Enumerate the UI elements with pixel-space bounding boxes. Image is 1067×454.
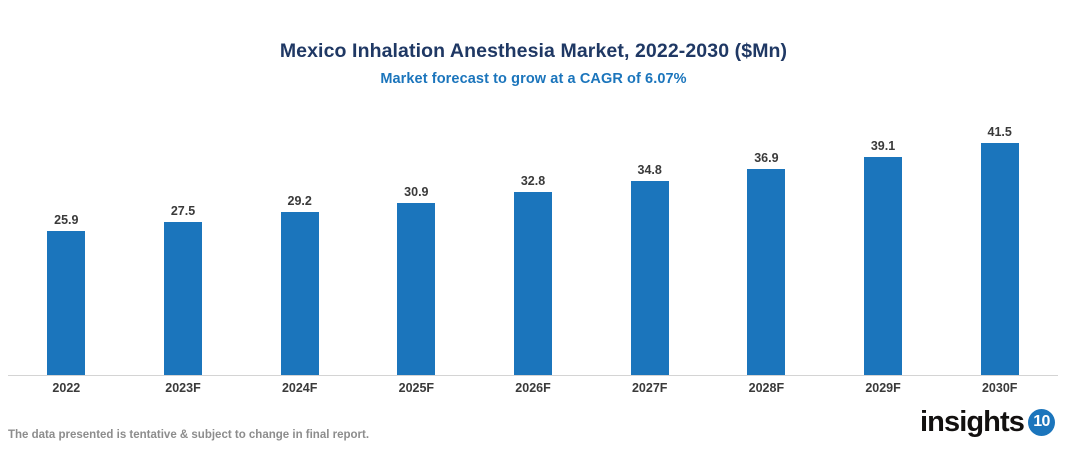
chart-subtitle: Market forecast to grow at a CAGR of 6.0… (380, 71, 687, 87)
chart-header: Mexico Inhalation Anesthesia Market, 202… (0, 38, 1067, 90)
bar[interactable] (47, 231, 86, 375)
x-axis-tick: 2028F (708, 379, 825, 397)
bar-value-label: 29.2 (287, 194, 312, 208)
x-axis-tick: 2025F (358, 379, 475, 397)
x-axis-tick-label: 2027F (631, 381, 668, 395)
bar[interactable] (864, 157, 903, 375)
bar-group: 29.2 (241, 110, 358, 375)
x-axis-tick-label: 2026F (515, 381, 551, 395)
bar-value-label: 27.5 (170, 204, 196, 218)
x-axis-tick-label: 2029F (865, 381, 901, 395)
chart-title: Mexico Inhalation Anesthesia Market, 202… (279, 40, 788, 62)
x-axis-tick: 2023F (125, 379, 242, 397)
insights10-logo: insights 10 (920, 405, 1055, 439)
logo-badge-icon: 10 (1028, 408, 1055, 436)
bar-value-label: 41.5 (987, 125, 1012, 139)
x-axis-tick-label: 2030F (981, 381, 1018, 395)
bar[interactable] (747, 169, 786, 375)
bar[interactable] (980, 143, 1019, 375)
bar[interactable] (630, 181, 669, 375)
disclaimer-text: The data presented is tentative & subjec… (8, 429, 370, 441)
x-axis-tick-label: 2024F (281, 381, 318, 395)
x-axis-line (8, 375, 1058, 376)
plot-area: 25.9 27.5 29.2 30.9 32.8 34.8 36.9 39.1 41.5 (0, 110, 1067, 375)
bar-group: 25.9 (8, 110, 125, 375)
bar-group: 34.8 (591, 110, 708, 375)
bar[interactable] (397, 203, 436, 375)
bar-value-label: 30.9 (404, 185, 429, 199)
x-axis-tick-label: 2028F (748, 381, 785, 395)
bar-value-label: 39.1 (870, 139, 896, 153)
x-axis-tick: 2030F (941, 379, 1058, 397)
bar[interactable] (164, 222, 202, 375)
bar-group: 39.1 (825, 110, 942, 375)
x-axis-tick-label: 2023F (165, 381, 201, 395)
bar-group: 32.8 (475, 110, 592, 375)
x-axis-tick: 2022 (8, 379, 125, 397)
bar[interactable] (280, 212, 319, 375)
bar-group: 27.5 (125, 110, 242, 375)
x-axis-tick-label: 2022 (52, 381, 81, 395)
logo-wordmark: insights (920, 406, 1025, 438)
bar-group: 36.9 (708, 110, 825, 375)
bar[interactable] (514, 192, 553, 375)
bar-value-label: 34.8 (637, 163, 662, 177)
bar-value-label: 36.9 (754, 151, 779, 165)
bar-series: 25.9 27.5 29.2 30.9 32.8 34.8 36.9 39.1 41.5 (8, 110, 1058, 375)
x-axis-tick: 2029F (825, 379, 942, 397)
x-axis-labels: 2022 2023F 2024F 2025F 2026F 2027F 2028F 2029F 2… (8, 379, 1058, 397)
bar-group: 30.9 (358, 110, 475, 375)
bar-value-label: 25.9 (54, 213, 79, 227)
bar-group: 41.5 (941, 110, 1058, 375)
bar-value-label: 32.8 (520, 174, 546, 188)
x-axis-tick-label: 2025F (398, 381, 435, 395)
x-axis-tick: 2026F (475, 379, 592, 397)
x-axis-tick: 2027F (591, 379, 708, 397)
x-axis-tick: 2024F (241, 379, 358, 397)
